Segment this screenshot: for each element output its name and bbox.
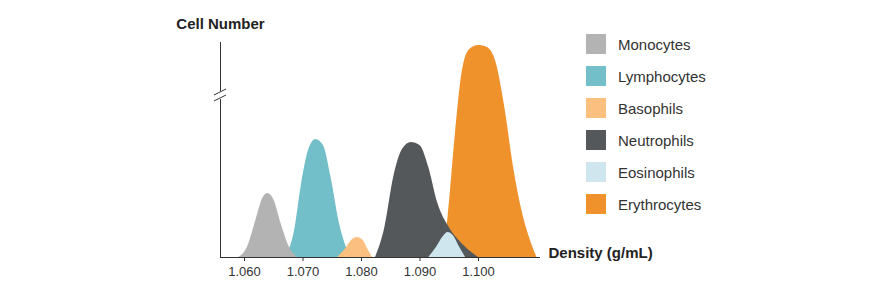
- svg-text:Density (g/mL): Density (g/mL): [549, 244, 653, 261]
- html-text:Basophils: Basophils: [618, 99, 683, 117]
- svg-text:1.090: 1.090: [404, 264, 437, 279]
- html-text:Monocytes: Monocytes: [618, 35, 691, 53]
- svg-text:1.070: 1.070: [287, 264, 320, 279]
- svg-text:1.100: 1.100: [462, 264, 495, 279]
- html-text:Eosinophils: Eosinophils: [618, 163, 695, 181]
- svg-text:1.060: 1.060: [228, 264, 261, 279]
- svg-text:1.080: 1.080: [345, 264, 378, 279]
- svg-text:Cell Number: Cell Number: [176, 15, 265, 32]
- html-text:Lymphocytes: Lymphocytes: [618, 67, 706, 85]
- html-text:Erythrocytes: Erythrocytes: [618, 195, 702, 213]
- html-text:Neutrophils: Neutrophils: [618, 131, 694, 149]
